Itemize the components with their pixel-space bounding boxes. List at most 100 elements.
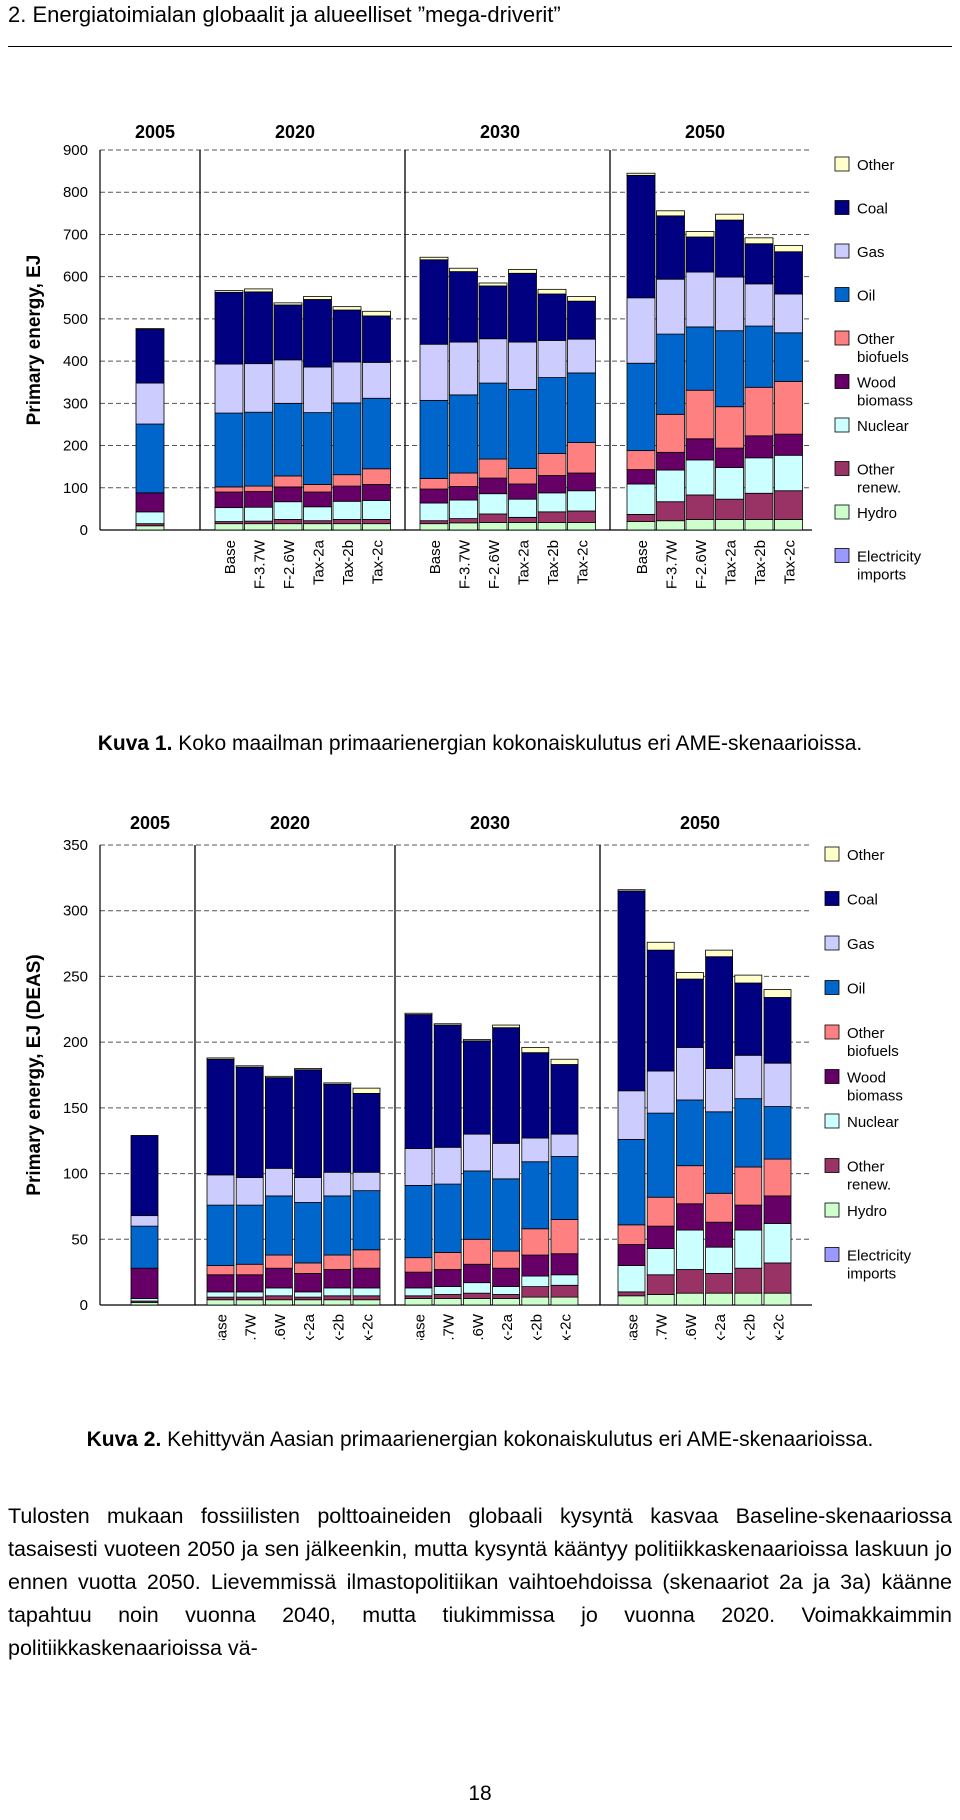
- bar-segment-oil: [214, 412, 244, 488]
- y-tick-label: 500: [63, 311, 88, 328]
- y-tick-label: 200: [63, 1034, 88, 1051]
- bar-segment-coal: [508, 272, 537, 343]
- bar-segment-wood-biomass: [705, 1221, 733, 1248]
- bar-segment-other-renew: [419, 520, 449, 525]
- bar-segment-nuclear: [235, 1291, 264, 1298]
- bar-segment-gas: [362, 361, 391, 399]
- bar-segment-other-biofuels: [362, 468, 391, 485]
- bar-segment-other: [705, 949, 733, 958]
- header-divider: [8, 46, 952, 47]
- legend-label: renew.: [857, 480, 901, 497]
- bar-segment-other: [774, 245, 803, 253]
- bar-segment-hydro: [763, 1292, 792, 1306]
- bar-segment-coal: [646, 949, 675, 1072]
- bar-segment-gas: [550, 1133, 579, 1157]
- y-tick-label: 0: [80, 1297, 88, 1314]
- bar-segment-other: [235, 1065, 264, 1068]
- bar-segment-nuclear: [462, 1282, 491, 1294]
- bar-segment-coal: [404, 1014, 433, 1150]
- bar-segment-hydro: [617, 1295, 646, 1306]
- bar-segment-gas: [763, 1062, 792, 1107]
- bar-segment-nuclear: [626, 483, 656, 515]
- bar-segment-wood-biomass: [332, 485, 362, 502]
- legend-label: Other: [857, 331, 895, 348]
- bar-segment-nuclear: [294, 1291, 323, 1298]
- bar-segment-gas: [130, 1215, 159, 1227]
- bar-segment-other-renew: [478, 513, 508, 523]
- bar-segment-other-renew: [567, 510, 596, 523]
- legend-label: Gas: [857, 244, 885, 261]
- bar-segment-oil: [715, 330, 744, 408]
- bar-segment-other-renew: [323, 1295, 352, 1301]
- bar-segment-coal: [303, 299, 332, 368]
- bar-segment-hydro: [508, 521, 537, 531]
- bar-segment-gas: [774, 293, 803, 334]
- bar-segment-gas: [478, 338, 508, 384]
- x-category-label: Tax-2c: [558, 1314, 575, 1340]
- x-category-label: Tax-2c: [782, 540, 799, 585]
- legend-label: Electricity: [847, 1248, 912, 1265]
- legend-label: Nuclear: [847, 1114, 899, 1131]
- y-tick-label: 100: [63, 480, 88, 497]
- bar-segment-other-biofuels: [419, 478, 449, 490]
- legend-swatch-oil: [824, 980, 840, 995]
- bar-segment-wood-biomass: [352, 1267, 381, 1289]
- legend-label: Coal: [847, 892, 878, 909]
- bar-segment-gas: [264, 1167, 293, 1197]
- bar-segment-coal: [462, 1040, 491, 1135]
- bar-segment-other-biofuels: [404, 1257, 433, 1273]
- bar-segment-other-biofuels: [521, 1228, 550, 1256]
- bar-segment-oil: [206, 1204, 235, 1266]
- bar-segment-wood-biomass: [774, 433, 803, 456]
- bar-segment-oil: [656, 333, 685, 415]
- y-tick-label: 300: [63, 903, 88, 920]
- y-tick-label: 300: [63, 395, 88, 412]
- bar-segment-gas: [676, 1046, 704, 1101]
- bar-segment-other-renew: [656, 501, 685, 522]
- x-category-label: F-3.7W: [243, 1313, 260, 1340]
- y-tick-label: 600: [63, 269, 88, 286]
- bar-segment-other-renew: [715, 498, 744, 520]
- bar-segment-wood-biomass: [214, 491, 244, 509]
- bar-segment-hydro: [206, 1299, 235, 1306]
- bar-segment-gas: [646, 1070, 675, 1114]
- bar-segment-nuclear: [774, 454, 803, 492]
- y-tick-label: 0: [80, 522, 88, 539]
- legend-label: Other: [857, 462, 895, 479]
- bar-segment-wood-biomass: [244, 491, 273, 508]
- bar-segment-nuclear: [537, 492, 567, 513]
- bar-segment-other-biofuels: [676, 1165, 704, 1205]
- bar-segment-hydro: [449, 522, 478, 531]
- legend-label: Gas: [847, 936, 875, 953]
- chart-deas-primary-energy: 0 50 100 150 200 250 300 350 Primary energy, EJ …: [0, 800, 960, 1363]
- bar-segment-other-renew: [273, 519, 303, 525]
- bar-segment-nuclear: [362, 500, 391, 520]
- legend-swatch-nuclear: [824, 1113, 840, 1129]
- bar-segment-oil: [419, 399, 449, 479]
- bar-segment-gas: [303, 366, 332, 414]
- bar-segment-other-biofuels: [332, 474, 362, 487]
- bar-segment-other: [626, 172, 656, 176]
- bar-segment-oil: [130, 1225, 159, 1269]
- bar-segment-oil: [626, 362, 656, 452]
- bar-segment-oil: [521, 1161, 550, 1230]
- x-category-label: Base: [222, 540, 239, 574]
- bar-segment-other-biofuels: [492, 1250, 521, 1269]
- bar-segment-coal: [656, 215, 685, 280]
- bar-segment-wood-biomass: [550, 1253, 579, 1276]
- bar-segment-nuclear: [744, 457, 774, 494]
- legend-swatch-nuclear: [834, 417, 850, 433]
- bar-segment-other: [508, 269, 537, 274]
- x-category-label: F-2.6W: [683, 1313, 700, 1340]
- bar-segment-other: [537, 288, 567, 295]
- x-category-label: Base: [214, 1314, 231, 1340]
- x-category-label: Tax-2c: [771, 1314, 788, 1340]
- bar-segment-other: [433, 1023, 462, 1026]
- x-category-label: Tax-2c: [360, 1314, 377, 1340]
- bar-segment-wood-biomass: [135, 492, 165, 513]
- bar-segment-wood-biomass: [521, 1254, 550, 1277]
- x-category-label: Base: [625, 1314, 642, 1340]
- bar-segment-other-biofuels: [744, 386, 774, 437]
- bar-segment-other: [715, 213, 744, 221]
- bar-segment-gas: [617, 1090, 646, 1140]
